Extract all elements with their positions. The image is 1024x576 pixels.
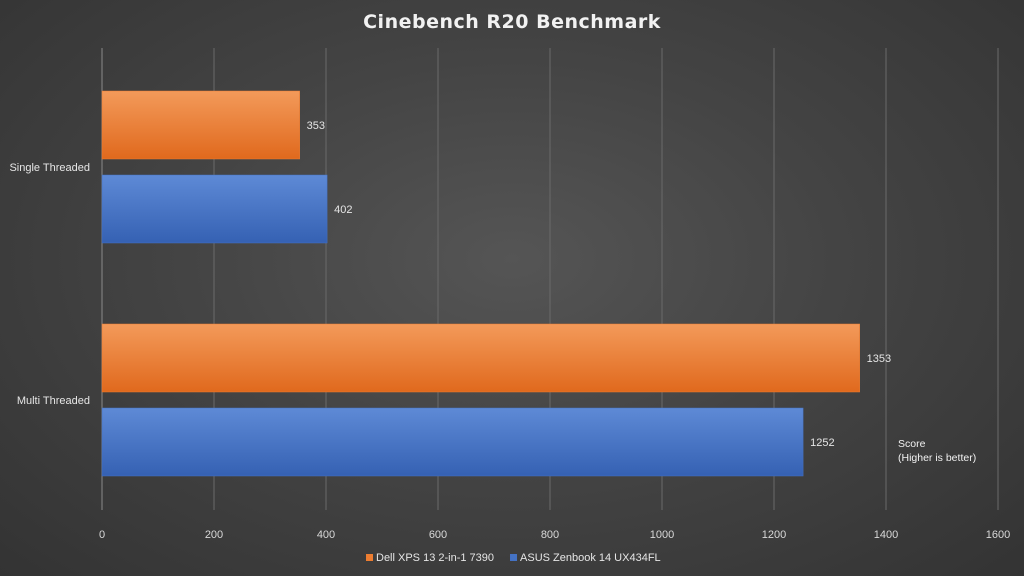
x-tick-label: 200 xyxy=(205,529,223,541)
x-tick-label: 1400 xyxy=(874,529,898,541)
data-label: 1353 xyxy=(867,353,891,365)
bar xyxy=(101,90,300,160)
gridlines xyxy=(101,48,999,510)
x-tick-label: 600 xyxy=(429,529,447,541)
data-labels: 353 402 1353 1252 xyxy=(307,120,891,449)
bars xyxy=(101,90,860,477)
data-label: 402 xyxy=(334,204,352,216)
annotation-line-1: Score xyxy=(898,438,926,450)
x-tick-label: 1200 xyxy=(762,529,786,541)
legend-entry: Dell XPS 13 2-in-1 7390 xyxy=(376,552,494,564)
x-tick-label: 0 xyxy=(99,529,105,541)
annotation-line-2: (Higher is better) xyxy=(898,452,976,464)
x-axis-ticks: 0 200 400 600 800 1000 1200 1400 1600 xyxy=(99,529,1010,541)
legend-swatch xyxy=(366,554,373,561)
legend-swatch xyxy=(510,554,518,561)
x-tick-label: 400 xyxy=(317,529,335,541)
data-label: 1252 xyxy=(810,437,834,449)
legend-entry: ASUS Zenbook 14 UX434FL xyxy=(520,552,661,564)
x-tick-label: 800 xyxy=(541,529,559,541)
bar xyxy=(101,407,804,477)
category-label: Multi Threaded xyxy=(17,395,90,407)
data-label: 353 xyxy=(307,120,325,132)
score-annotation: Score (Higher is better) xyxy=(898,438,976,464)
x-tick-label: 1000 xyxy=(650,529,674,541)
chart-title: Cinebench R20 Benchmark xyxy=(363,11,661,33)
bar xyxy=(101,174,328,244)
bar xyxy=(101,323,860,393)
category-labels: Single Threaded Multi Threaded xyxy=(9,162,90,407)
legend: Dell XPS 13 2-in-1 7390 ASUS Zenbook 14 U… xyxy=(366,552,661,564)
x-tick-label: 1600 xyxy=(986,529,1010,541)
category-label: Single Threaded xyxy=(9,162,90,174)
